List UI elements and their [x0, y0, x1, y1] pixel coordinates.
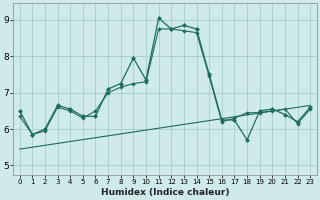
- X-axis label: Humidex (Indice chaleur): Humidex (Indice chaleur): [101, 188, 229, 197]
